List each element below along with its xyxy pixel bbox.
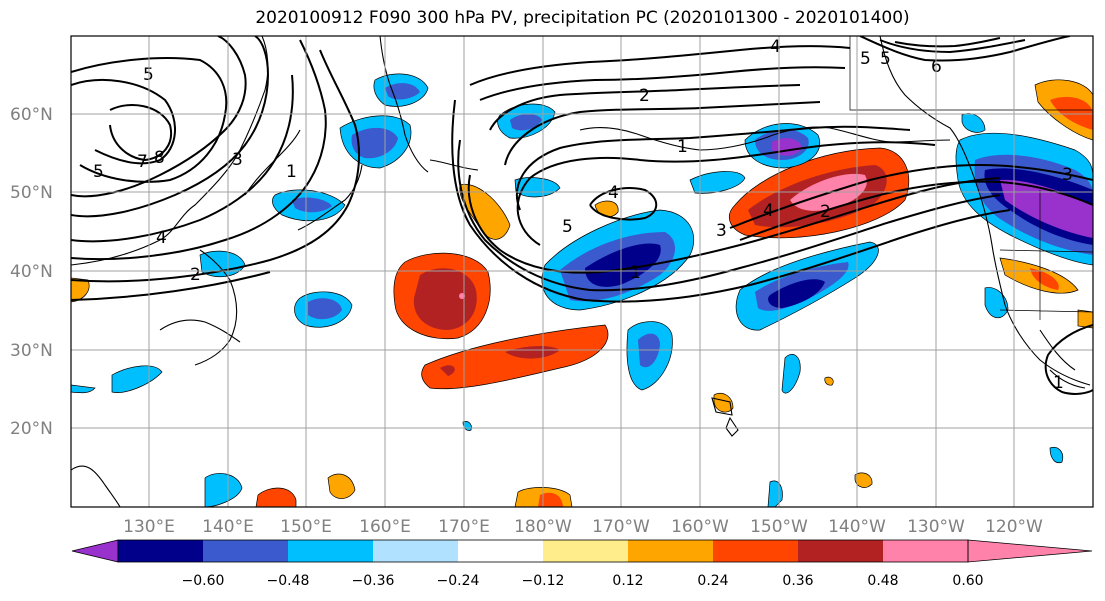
lon-label: 130°W <box>907 517 965 537</box>
contour-label: 2 <box>820 202 831 222</box>
colorbar-extend-high <box>967 539 1093 563</box>
contour-label: 1 <box>1053 373 1064 393</box>
pv-contours <box>71 36 1093 395</box>
colorbar-segment <box>543 540 628 562</box>
colorbar-tick-label: 0.24 <box>697 573 728 589</box>
contour-label: 1 <box>630 263 641 283</box>
contour-label: 3 <box>232 150 243 170</box>
colorbar-segment <box>458 540 543 562</box>
lon-labels: 130°E 140°E 150°E 160°E 170°E 180°W 170°… <box>123 517 1043 537</box>
contour-label: 4 <box>763 201 774 221</box>
contour-label: 2 <box>190 265 201 285</box>
lon-label: 140°E <box>202 517 254 537</box>
colorbar-segment <box>203 540 288 562</box>
colorbar-segment <box>373 540 458 562</box>
lat-label: 40°N <box>10 262 53 282</box>
colorbar-outline <box>117 539 969 563</box>
lon-label: 150°W <box>750 517 808 537</box>
colorbar-segment <box>628 540 713 562</box>
colorbar-tick-label: 0.60 <box>952 573 983 589</box>
contour-label: 2 <box>639 86 650 106</box>
colorbar: −0.60 −0.48 −0.36 −0.24 −0.12 0.12 0.24 … <box>71 539 1093 589</box>
colorbar-segment <box>713 540 798 562</box>
colorbar-tick-label: −0.12 <box>522 573 565 589</box>
coastlines <box>71 36 1091 507</box>
contour-label: 5 <box>880 49 891 69</box>
contour-label: 8 <box>154 148 165 168</box>
contour-label: 4 <box>156 228 167 248</box>
colorbar-tick-label: −0.48 <box>267 573 310 589</box>
colorbar-segment <box>798 540 883 562</box>
contour-label: 5 <box>93 162 104 182</box>
contour-label: 5 <box>143 65 154 85</box>
map-title: 2020100912 F090 300 hPa PV, precipitatio… <box>255 8 910 28</box>
colorbar-tick-label: 0.12 <box>612 573 643 589</box>
contour-label: 4 <box>770 37 781 57</box>
colorbar-tick-label: −0.60 <box>182 573 225 589</box>
lon-label: 180°W <box>514 517 572 537</box>
map-frame <box>70 35 1094 508</box>
contour-label: 3 <box>1062 165 1073 185</box>
colorbar-segment <box>288 540 373 562</box>
lon-label: 120°W <box>985 517 1043 537</box>
precipitation-fields <box>71 73 1093 507</box>
lat-label: 30°N <box>10 341 53 361</box>
lon-label: 150°E <box>280 517 332 537</box>
pos-anomaly-subtropical <box>421 324 609 390</box>
contour-label: 3 <box>716 221 727 241</box>
gridlines <box>71 36 1093 507</box>
contour-label: 4 <box>608 183 619 203</box>
colorbar-extend-low <box>71 539 119 563</box>
contour-label: 7 <box>137 152 148 172</box>
lon-label: 160°W <box>671 517 729 537</box>
lon-label: 140°W <box>828 517 886 537</box>
contour-label: 1 <box>677 137 688 157</box>
colorbar-segment <box>883 540 968 562</box>
contour-label: 5 <box>562 217 573 237</box>
colorbar-tick-label: 0.48 <box>867 573 898 589</box>
borders <box>849 36 1093 320</box>
lon-label: 170°W <box>592 517 650 537</box>
colorbar-tick-label: −0.36 <box>352 573 395 589</box>
lon-label: 130°E <box>123 517 175 537</box>
lat-label: 20°N <box>10 419 53 439</box>
lon-label: 160°E <box>359 517 411 537</box>
contour-label: 1 <box>286 162 297 182</box>
colorbar-tick-label: 0.36 <box>782 573 813 589</box>
lon-label: 170°E <box>438 517 490 537</box>
lat-label: 50°N <box>10 183 53 203</box>
contour-label: 5 <box>860 49 871 69</box>
colorbar-segment <box>118 540 203 562</box>
colorbar-tick-label: −0.24 <box>437 573 480 589</box>
lat-label: 60°N <box>10 105 53 125</box>
lat-labels: 60°N 50°N 40°N 30°N 20°N <box>10 105 53 439</box>
